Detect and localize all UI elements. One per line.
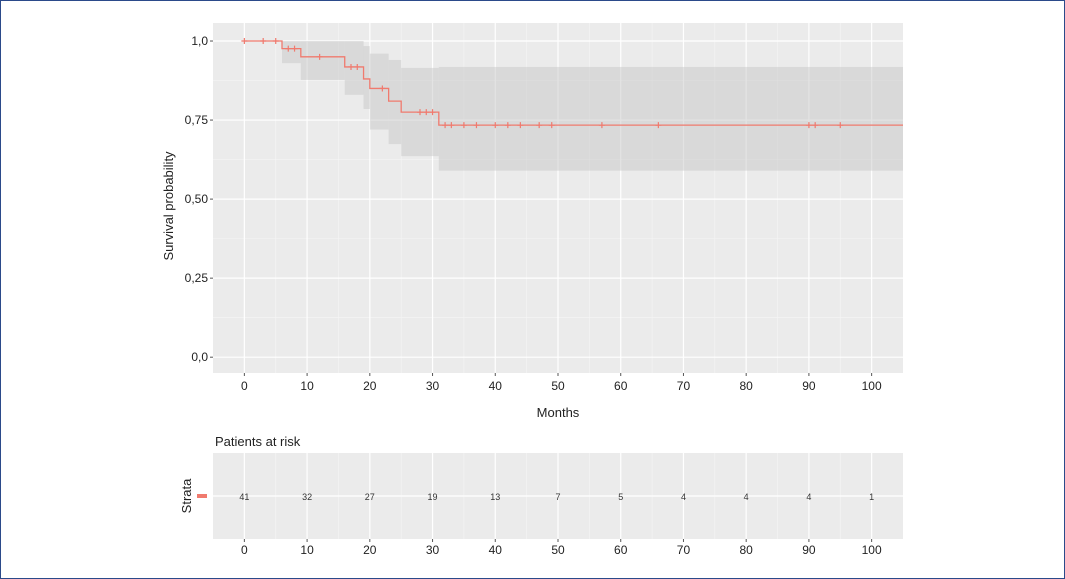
at-risk-count: 4 [806,492,811,502]
risk-x-tick-label: 40 [489,543,503,557]
y-tick-label: 1,0 [191,34,208,48]
at-risk-count: 13 [490,492,500,502]
censor-mark [448,122,455,129]
survival-curve [244,40,903,126]
at-risk-count: 27 [365,492,375,502]
risk-x-tick-label: 80 [740,543,754,557]
at-risk-count: 19 [428,492,438,502]
confidence-band [282,41,903,171]
ci-segment [282,41,301,64]
risk-x-tick-label: 60 [614,543,628,557]
censor-mark [285,45,292,52]
x-tick-label: 40 [489,379,503,393]
censor-mark [837,122,844,129]
risk-x-tick-label: 90 [802,543,816,557]
strata-color-key [197,494,207,498]
at-risk-count: 1 [869,492,874,502]
x-tick-label: 0 [241,379,248,393]
ci-segment [369,53,389,130]
x-tick-label: 50 [551,379,565,393]
censor-mark [517,122,524,129]
risk-x-tick-label: 50 [551,543,565,557]
y-tick-label: 0,75 [185,113,209,127]
risk-x-tick-label: 30 [426,543,440,557]
censor-mark [429,109,436,116]
ci-segment [300,41,345,80]
censor-mark [536,122,543,129]
censor-mark [460,122,467,129]
censor-mark [241,38,248,45]
risk-x-tick-label: 10 [300,543,314,557]
risk-table: 41 0 32 10 27 20 19 30 13 40 7 50 5 60 4 70 4 80 4 90 1 100 [239,492,882,557]
at-risk-count: 41 [239,492,249,502]
censor-mark [379,85,386,92]
survival-step-line [244,40,903,126]
x-tick-label: 100 [862,379,882,393]
at-risk-count: 5 [618,492,623,502]
y-tick-label: 0,50 [185,192,209,206]
censor-mark [272,38,279,45]
censor-marks [241,38,844,129]
censor-mark [354,63,361,70]
censor-mark [316,53,323,60]
ci-segment [388,59,402,145]
y-tick-label: 0,25 [185,271,209,285]
ci-segment [344,41,364,95]
censor-mark [492,122,499,129]
censor-mark [442,122,449,129]
risk-x-tick-label: 70 [677,543,691,557]
x-axis-label: Months [537,405,580,420]
censor-mark [812,122,819,129]
x-tick-label: 60 [614,379,628,393]
risk-x-tick-label: 0 [241,543,248,557]
censor-mark [423,109,430,116]
censor-mark [348,63,354,70]
risk-grid [213,453,903,539]
strata-label: Strata [179,478,194,513]
x-tick-label: 20 [363,379,377,393]
x-tick-label: 10 [300,379,314,393]
x-tick-label: 90 [802,379,816,393]
at-risk-count: 4 [681,492,686,502]
at-risk-count: 7 [555,492,560,502]
x-tick-label: 70 [677,379,691,393]
ci-segment [438,66,903,171]
censor-mark [548,122,555,129]
risk-x-tick-label: 20 [363,543,377,557]
censor-mark [417,109,423,116]
at-risk-count: 32 [302,492,312,502]
censor-mark [598,122,605,129]
ci-segment [363,46,370,109]
axes: 0 10 20 30 40 50 60 70 80 90 100 0,0 0,25 0,50 0,75 1,0 [185,34,882,393]
censor-mark [805,122,812,129]
x-tick-label: 30 [426,379,440,393]
censor-mark [655,122,662,129]
y-tick-label: 0,0 [191,350,208,364]
risk-x-tick-label: 100 [862,543,882,557]
censor-mark [504,122,511,129]
at-risk-count: 4 [744,492,749,502]
censor-mark [260,38,267,45]
censor-mark [291,45,298,52]
risk-table-title: Patients at risk [215,434,301,449]
censor-mark [473,122,480,129]
y-axis-label: Survival probability [161,151,176,261]
x-tick-label: 80 [740,379,754,393]
